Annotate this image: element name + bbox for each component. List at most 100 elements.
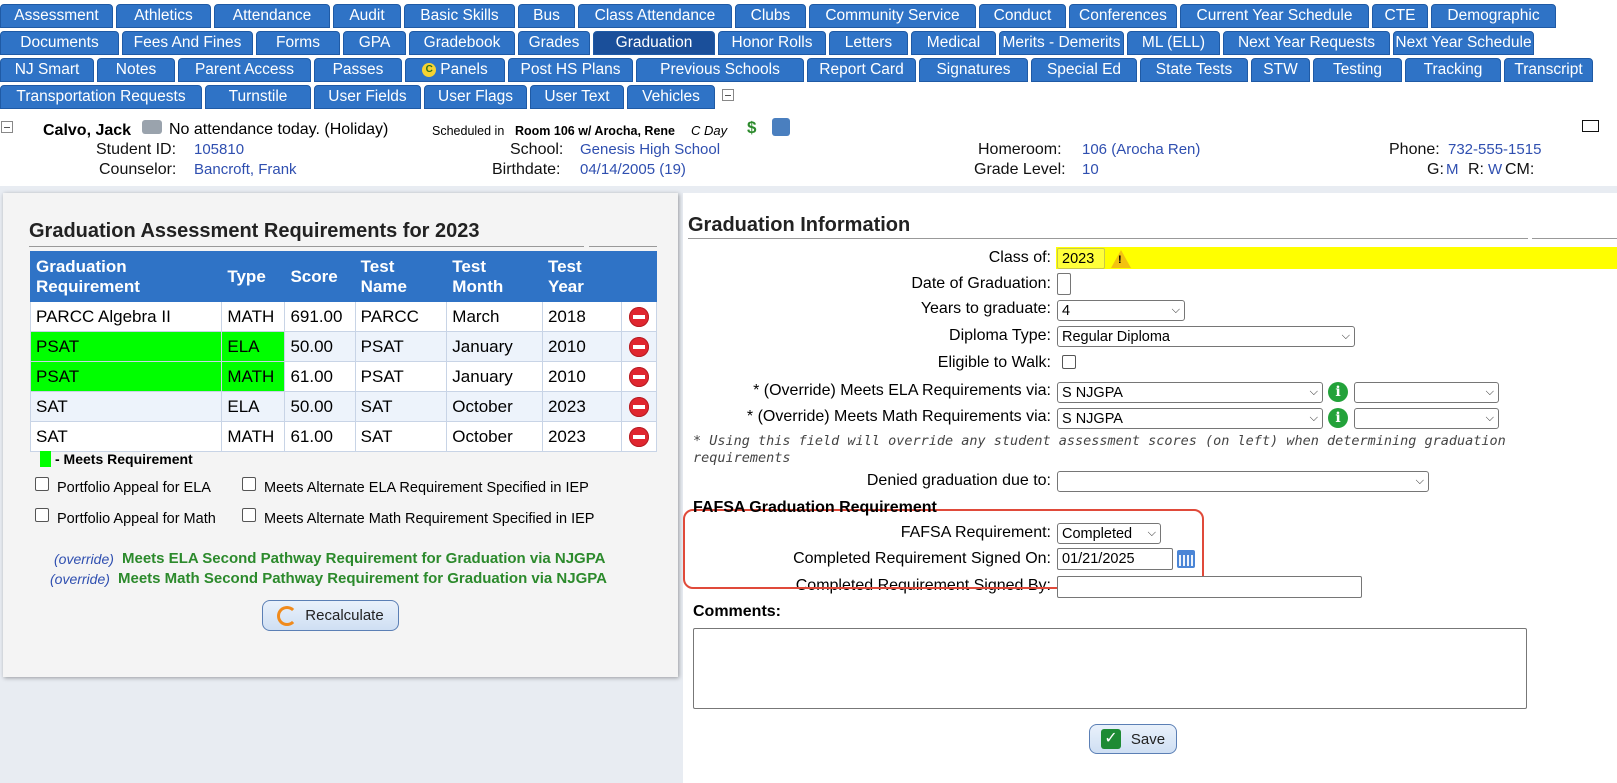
tab-turnstile[interactable]: Turnstile xyxy=(205,85,311,109)
tab-gradebook[interactable]: Gradebook xyxy=(409,31,515,55)
alternate-ela-iep-checkbox[interactable] xyxy=(242,477,256,491)
tab-panels[interactable]: C Panels xyxy=(405,58,505,82)
signed-by-field[interactable] xyxy=(1057,576,1362,598)
ela-info-icon[interactable]: i xyxy=(1328,382,1348,402)
tab-documents[interactable]: Documents xyxy=(0,31,119,55)
eligible-to-walk-checkbox[interactable] xyxy=(1062,355,1076,369)
graduate-icon[interactable] xyxy=(772,118,790,136)
math-override-select[interactable]: S NJGPA ⌵ xyxy=(1057,408,1323,429)
delete-icon[interactable] xyxy=(629,306,650,327)
tab-user-fields[interactable]: User Fields xyxy=(314,85,421,109)
tab-transcript[interactable]: Transcript xyxy=(1504,58,1593,82)
tab-graduation[interactable]: Graduation xyxy=(593,31,715,55)
tab-clubs[interactable]: Clubs xyxy=(735,4,806,28)
tab-community-service[interactable]: Community Service xyxy=(809,4,976,28)
table-row[interactable]: PARCC Algebra II MATH 691.00 PARCC March 2018 xyxy=(29,301,657,332)
years-to-graduate-select[interactable]: 4 ⌵ xyxy=(1057,300,1185,321)
table-row[interactable]: SAT ELA 50.00 SAT October 2023 xyxy=(29,391,657,422)
diploma-type-select[interactable]: Regular Diploma ⌵ xyxy=(1057,326,1355,347)
signed-on-date-field[interactable]: 01/21/2025 xyxy=(1057,548,1173,570)
tab-nj-smart[interactable]: NJ Smart xyxy=(0,58,94,82)
tab-notes[interactable]: Notes xyxy=(97,58,175,82)
delete-icon[interactable] xyxy=(629,396,650,417)
tab-merits-demerits[interactable]: Merits - Demerits xyxy=(999,31,1124,55)
tab-post-hs-plans[interactable]: Post HS Plans xyxy=(508,58,633,82)
tab-grades[interactable]: Grades xyxy=(518,31,590,55)
class-of-field[interactable]: 2023 xyxy=(1057,248,1105,269)
tab-honor-rolls[interactable]: Honor Rolls xyxy=(718,31,826,55)
tab-next-year-requests[interactable]: Next Year Requests xyxy=(1223,31,1390,55)
tab-attendance[interactable]: Attendance xyxy=(214,4,330,28)
tab-state-tests[interactable]: State Tests xyxy=(1140,58,1248,82)
recalculate-button[interactable]: Recalculate xyxy=(262,600,399,631)
cell-year: 2010 xyxy=(541,331,623,362)
col-score[interactable]: Score xyxy=(284,251,356,302)
ela-override-secondary-select[interactable]: ⌵ xyxy=(1354,382,1499,403)
tab-next-year-schedule[interactable]: Next Year Schedule xyxy=(1393,31,1534,55)
student-name[interactable]: Calvo, Jack xyxy=(43,122,132,139)
tab-class-attendance[interactable]: Class Attendance xyxy=(578,4,732,28)
camera-icon[interactable] xyxy=(142,120,162,134)
portfolio-appeal-ela-checkbox[interactable] xyxy=(35,477,49,491)
math-info-icon[interactable]: i xyxy=(1328,408,1348,428)
fafsa-requirement-select[interactable]: Completed ⌵ xyxy=(1057,523,1161,544)
tab-tracking[interactable]: Tracking xyxy=(1405,58,1501,82)
cell-type: MATH xyxy=(221,421,286,452)
tab-previous-schools[interactable]: Previous Schools xyxy=(636,58,804,82)
tab-current-year-schedule[interactable]: Current Year Schedule xyxy=(1180,4,1369,28)
tab-user-flags[interactable]: User Flags xyxy=(424,85,527,109)
tab-demographic[interactable]: Demographic xyxy=(1431,4,1556,28)
tab-conferences[interactable]: Conferences xyxy=(1069,4,1177,28)
dollar-icon[interactable]: $ xyxy=(747,118,757,137)
table-row[interactable]: SAT MATH 61.00 SAT October 2023 xyxy=(29,421,657,452)
table-row[interactable]: PSAT MATH 61.00 PSAT January 2010 xyxy=(29,361,657,392)
tab-letters[interactable]: Letters xyxy=(829,31,908,55)
tab-cte[interactable]: CTE xyxy=(1372,4,1428,28)
calendar-icon[interactable] xyxy=(1177,550,1195,568)
col-test-month[interactable]: Test Month xyxy=(446,251,543,302)
graduation-assessment-panel: Graduation Assessment Requirements for 2… xyxy=(3,193,678,677)
collapse-tabs-icon[interactable] xyxy=(722,89,734,101)
col-type[interactable]: Type xyxy=(221,251,286,302)
collapse-header-icon[interactable] xyxy=(1,121,13,133)
tab-athletics[interactable]: Athletics xyxy=(116,4,211,28)
tab-conduct[interactable]: Conduct xyxy=(979,4,1066,28)
tab-ml-ell[interactable]: ML (ELL) xyxy=(1127,31,1220,55)
tab-testing[interactable]: Testing xyxy=(1313,58,1402,82)
cell-score: 61.00 xyxy=(284,361,356,392)
tab-special-ed[interactable]: Special Ed xyxy=(1031,58,1137,82)
denied-graduation-select[interactable]: ⌵ xyxy=(1057,471,1429,492)
tab-fees-and-fines[interactable]: Fees And Fines xyxy=(122,31,253,55)
delete-icon[interactable] xyxy=(629,366,650,387)
tab-signatures[interactable]: Signatures xyxy=(919,58,1028,82)
tab-user-text[interactable]: User Text xyxy=(530,85,624,109)
tab-stw[interactable]: STW xyxy=(1251,58,1310,82)
delete-icon[interactable] xyxy=(629,426,650,447)
col-test-name[interactable]: Test Name xyxy=(354,251,448,302)
tab-parent-access[interactable]: Parent Access xyxy=(178,58,311,82)
table-row[interactable]: PSAT ELA 50.00 PSAT January 2010 xyxy=(29,331,657,362)
tab-basic-skills[interactable]: Basic Skills xyxy=(404,4,515,28)
col-test-year[interactable]: Test Year xyxy=(541,251,623,302)
mail-icon[interactable] xyxy=(1582,120,1599,132)
tab-medical[interactable]: Medical xyxy=(911,31,996,55)
tab-gpa[interactable]: GPA xyxy=(343,31,406,55)
delete-icon[interactable] xyxy=(629,336,650,357)
date-of-graduation-field[interactable] xyxy=(1057,273,1071,295)
ela-override-select[interactable]: S NJGPA ⌵ xyxy=(1057,382,1323,403)
comments-textarea[interactable] xyxy=(693,628,1527,709)
save-button[interactable]: ✓ Save xyxy=(1089,724,1177,754)
math-override-secondary-select[interactable]: ⌵ xyxy=(1354,408,1499,429)
alternate-math-iep-checkbox[interactable] xyxy=(242,508,256,522)
tab-report-card[interactable]: Report Card xyxy=(807,58,916,82)
col-graduation-requirement[interactable]: Graduation Requirement xyxy=(29,251,223,302)
tab-bus[interactable]: Bus xyxy=(518,4,575,28)
tab-transportation-requests[interactable]: Transportation Requests xyxy=(0,85,202,109)
tab-assessment[interactable]: Assessment xyxy=(0,4,113,28)
tab-passes[interactable]: Passes xyxy=(314,58,402,82)
tab-audit[interactable]: Audit xyxy=(333,4,401,28)
warning-icon[interactable]: ! xyxy=(1111,250,1131,268)
portfolio-appeal-math-checkbox[interactable] xyxy=(35,508,49,522)
tab-vehicles[interactable]: Vehicles xyxy=(627,85,715,109)
tab-forms[interactable]: Forms xyxy=(256,31,340,55)
